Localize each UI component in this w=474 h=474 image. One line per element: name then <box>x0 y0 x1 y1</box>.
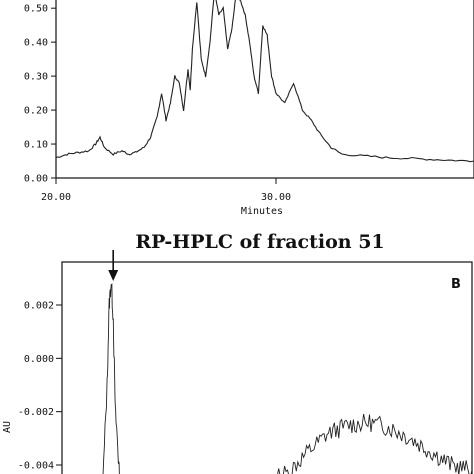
panel-a-series-line <box>55 0 474 163</box>
panel-a-x-ticks: 20.00 30.00 <box>41 178 291 203</box>
panel-b: 0.002 0.000 -0.002 -0.004 B AU <box>2 250 473 474</box>
panel-b-y-tick-label: 0.000 <box>24 354 54 365</box>
peak-arrow-head <box>108 270 119 281</box>
panel-a-y-tick-label: 0.30 <box>24 72 48 83</box>
panel-a-y-tick-label: 0.00 <box>24 174 48 185</box>
panel-a-frame <box>55 0 474 179</box>
panel-a-y-tick-label: 0.50 <box>24 4 48 15</box>
panel-a-y-ticks: 0.00 0.10 0.20 0.30 0.40 0.50 <box>24 4 56 185</box>
panel-b-y-tick-label: 0.002 <box>24 301 54 312</box>
panel-b-y-tick-label: -0.002 <box>18 407 54 418</box>
panel-a-x-tick-label: 30.00 <box>261 192 291 203</box>
panel-b-y-ticks: 0.002 0.000 -0.002 -0.004 <box>18 301 62 472</box>
panel-b-y-axis-label: AU <box>2 421 13 433</box>
panel-a-y-tick-label: 0.10 <box>24 140 48 151</box>
panel-b-letter: B <box>451 277 461 292</box>
panel-b-series-line <box>102 282 473 474</box>
panel-a-x-axis-label: Minutes <box>241 206 283 217</box>
panel-b-title: RP-HPLC of fraction 51 <box>135 231 384 253</box>
panel-a-y-tick-label: 0.40 <box>24 38 48 49</box>
peak-arrow <box>108 250 119 281</box>
panel-a-x-tick-label: 20.00 <box>41 192 71 203</box>
panel-a-y-tick-label: 0.20 <box>24 106 48 117</box>
panel-b-y-tick-label: -0.004 <box>18 461 54 472</box>
panel-b-frame <box>61 261 473 474</box>
panel-a: 0.00 0.10 0.20 0.30 0.40 0.50 20.00 30.00 Minu… <box>24 0 474 217</box>
